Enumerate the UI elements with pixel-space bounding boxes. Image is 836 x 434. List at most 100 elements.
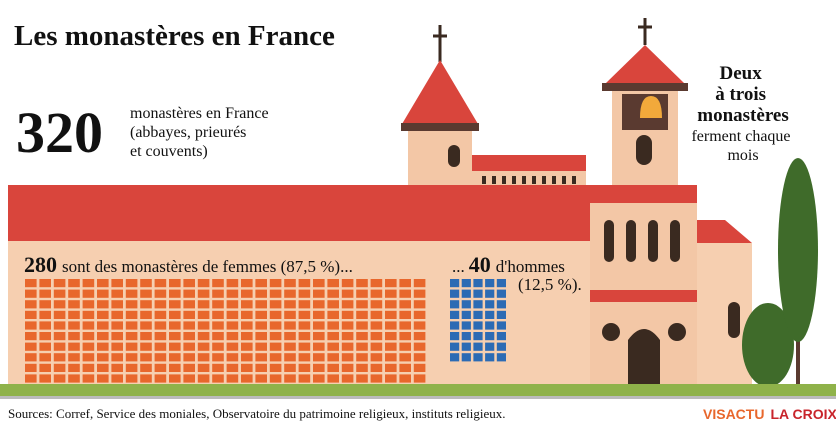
unit-square [370, 279, 383, 288]
unit-square [385, 289, 397, 298]
unit-square [413, 289, 426, 298]
unit-square [356, 300, 368, 309]
unit-square [111, 374, 123, 383]
side-line: Deux [720, 63, 763, 84]
unit-square [450, 353, 460, 362]
side-line: monastères [697, 105, 788, 126]
unit-square [485, 342, 495, 351]
unit-square [154, 353, 167, 362]
total-line: monastères en France [130, 105, 269, 122]
unit-square [197, 353, 210, 362]
unit-square [125, 321, 138, 330]
total-line: et couvents) [130, 143, 208, 160]
unit-square [450, 310, 460, 319]
unit-square [370, 321, 383, 330]
unit-square [255, 300, 267, 309]
unit-square [68, 321, 80, 330]
unit-square [269, 279, 282, 288]
unit-square [450, 279, 460, 288]
unit-square [226, 374, 239, 383]
unit-square [82, 363, 95, 372]
unit-square [68, 342, 80, 351]
unit-square [356, 374, 368, 383]
unit-square [140, 363, 152, 372]
men-count: 40 [469, 252, 491, 277]
unit-square [298, 332, 311, 341]
unit-square [241, 332, 253, 341]
unit-square [125, 300, 138, 309]
unit-square [385, 342, 397, 351]
unit-square [461, 342, 471, 351]
unit-square [399, 300, 411, 309]
unit-square [269, 363, 282, 372]
unit-square [97, 289, 109, 298]
unit-square [485, 353, 495, 362]
unit-square [154, 289, 167, 298]
unit-square [473, 353, 483, 362]
unit-square [473, 332, 483, 341]
unit-square [496, 300, 506, 309]
unit-square [212, 300, 224, 309]
unit-square [370, 342, 383, 351]
unit-square [25, 279, 37, 288]
unit-square [461, 289, 471, 298]
unit-square [473, 321, 483, 330]
unit-square [39, 342, 51, 351]
unit-square [241, 374, 253, 383]
unit-square [53, 310, 66, 319]
unit-square [226, 363, 239, 372]
unit-square [226, 342, 239, 351]
unit-square [53, 353, 66, 362]
unit-square [154, 342, 167, 351]
unit-square [226, 300, 239, 309]
unit-square [111, 363, 123, 372]
unit-square [485, 321, 495, 330]
unit-square [385, 300, 397, 309]
unit-square [399, 321, 411, 330]
unit-square [39, 310, 51, 319]
unit-square [241, 342, 253, 351]
building [0, 18, 836, 399]
unit-square [370, 374, 383, 383]
unit-square [183, 310, 195, 319]
unit-square [298, 374, 311, 383]
unit-square [370, 289, 383, 298]
side-line: mois [727, 147, 758, 164]
unit-square [284, 289, 296, 298]
unit-square [68, 363, 80, 372]
unit-square [356, 279, 368, 288]
total-text: monastères en France (abbayes, prieurés … [130, 105, 273, 160]
unit-square [341, 321, 354, 330]
unit-square [269, 289, 282, 298]
unit-square [298, 342, 311, 351]
unit-square [385, 321, 397, 330]
unit-square [82, 300, 95, 309]
unit-square [39, 353, 51, 362]
unit-square [183, 279, 195, 288]
unit-square [399, 310, 411, 319]
unit-square [25, 310, 37, 319]
unit-square [450, 332, 460, 341]
unit-square [341, 353, 354, 362]
unit-square [68, 353, 80, 362]
unit-square [399, 363, 411, 372]
unit-square [97, 363, 109, 372]
unit-square [183, 289, 195, 298]
side-line: à trois [715, 84, 766, 105]
unit-square [461, 310, 471, 319]
unit-square [39, 332, 51, 341]
unit-square [154, 310, 167, 319]
unit-square [226, 310, 239, 319]
unit-square [169, 332, 181, 341]
unit-square [313, 342, 325, 351]
unit-square [284, 332, 296, 341]
unit-square [25, 289, 37, 298]
unit-square [327, 310, 339, 319]
unit-square [53, 363, 66, 372]
women-count: 280 [24, 252, 57, 277]
unit-square [39, 279, 51, 288]
unit-square [111, 353, 123, 362]
total-line: (abbayes, prieurés [130, 124, 246, 141]
unit-square [169, 279, 181, 288]
unit-square [461, 321, 471, 330]
